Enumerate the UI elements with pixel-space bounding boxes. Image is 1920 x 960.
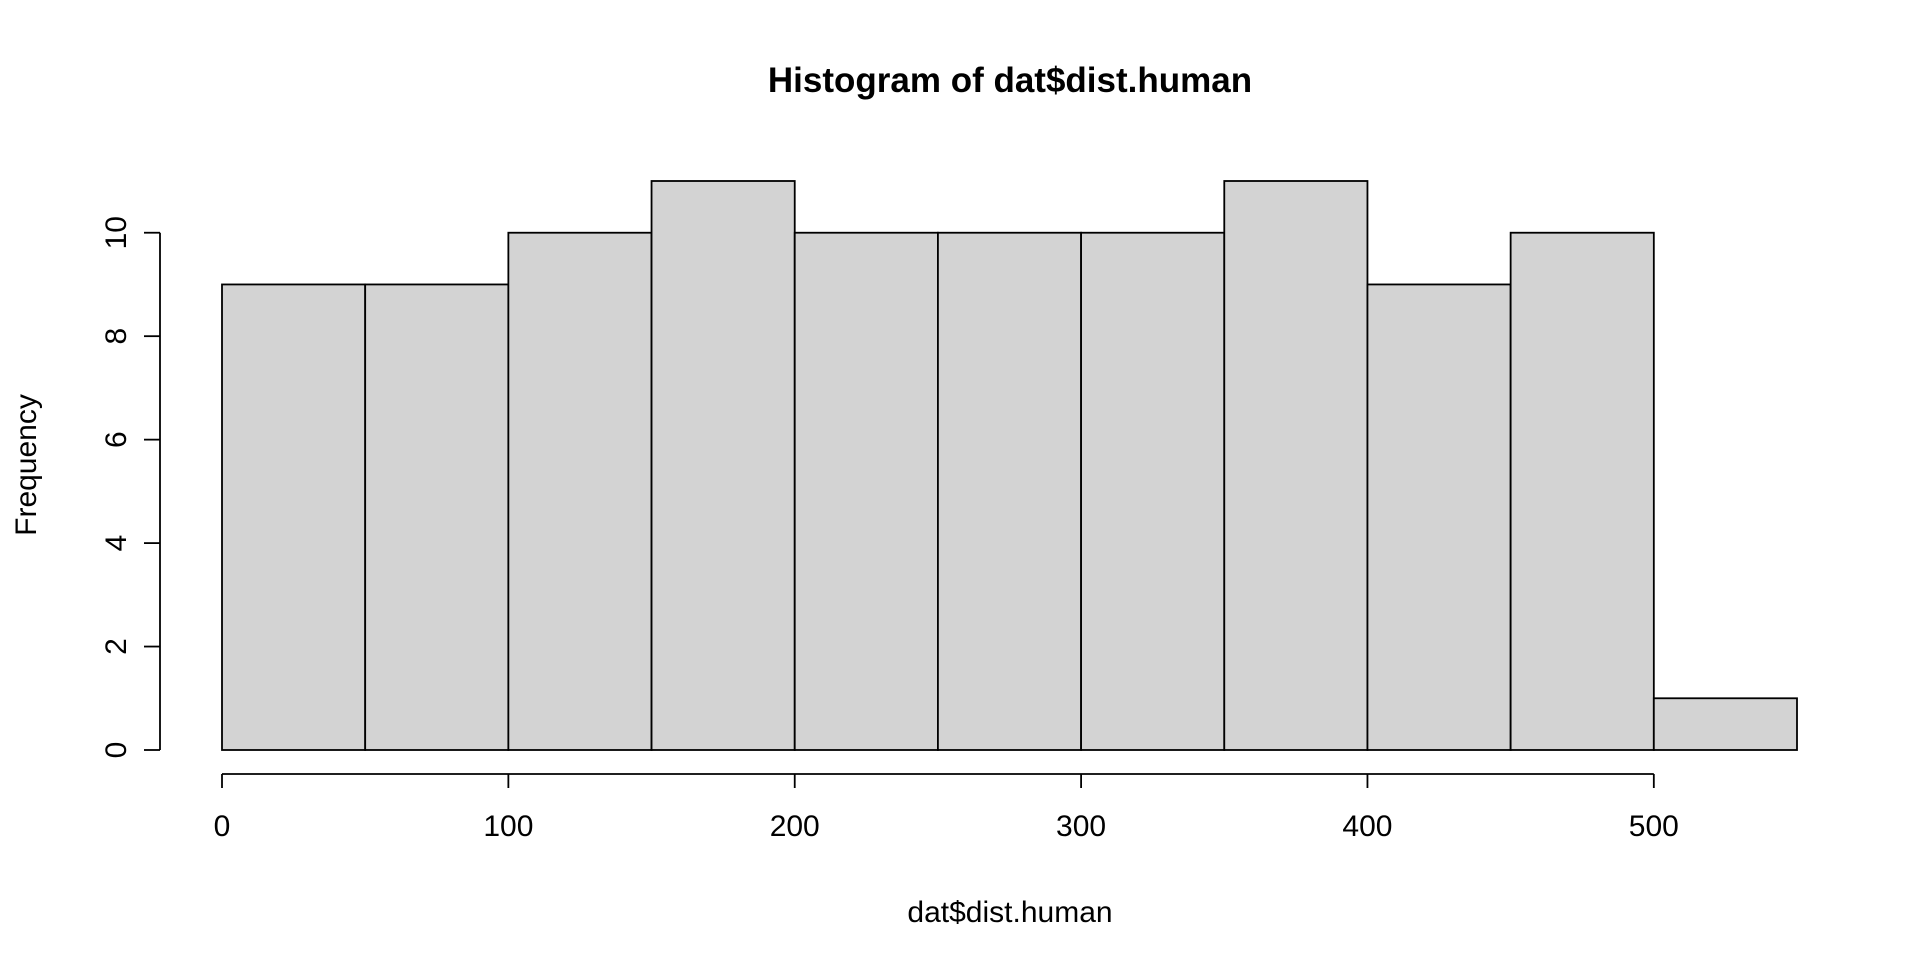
histogram-bar-6	[1080, 231, 1226, 751]
histogram-bar-7	[1223, 180, 1369, 751]
x-tick-label: 500	[1629, 810, 1679, 843]
histogram-bar-1	[364, 283, 510, 751]
histogram-bar-4	[793, 231, 939, 751]
histogram-bar-10	[1652, 697, 1798, 751]
histogram-bar-0	[221, 283, 367, 751]
y-axis-label: Frequency	[10, 394, 43, 536]
x-axis: 0 100 200 300 400 500	[214, 773, 1679, 843]
y-tick-label: 6	[100, 431, 133, 448]
histogram-bar-5	[937, 231, 1082, 751]
y-tick-label: 10	[100, 216, 133, 249]
y-tick-label: 4	[100, 535, 133, 552]
y-tick-label: 0	[100, 742, 133, 759]
x-tick-label: 400	[1342, 810, 1392, 843]
histogram-bar-2	[507, 231, 653, 751]
chart-title: Histogram of dat$dist.human	[768, 61, 1252, 100]
y-tick-label: 2	[100, 638, 133, 655]
y-axis: 0 2 4 6 8 10	[100, 216, 161, 759]
histogram-bar-8	[1366, 283, 1512, 751]
y-tick-label: 8	[100, 328, 133, 345]
x-tick-label: 100	[483, 810, 533, 843]
bars-group	[221, 180, 1798, 751]
histogram-bar-3	[650, 180, 796, 751]
x-tick-label: 0	[214, 810, 231, 843]
x-tick-label: 300	[1056, 810, 1106, 843]
histogram-bar-9	[1509, 231, 1655, 751]
x-axis-label: dat$dist.human	[907, 896, 1112, 929]
x-tick-label: 200	[770, 810, 820, 843]
